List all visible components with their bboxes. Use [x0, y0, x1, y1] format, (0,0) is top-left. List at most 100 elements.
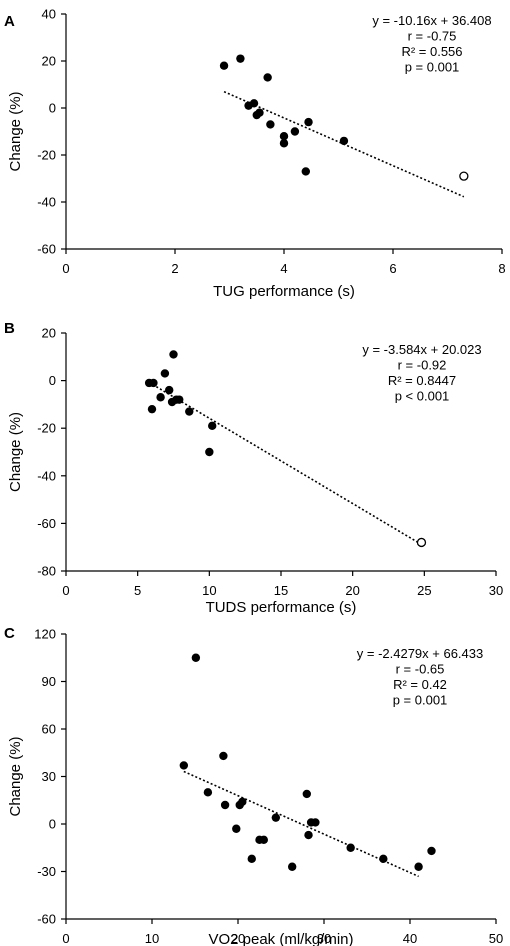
- panel-a: A -60 -40 -20 0 20 40 0 2 4 6 8 TUG performance (s) C…: [4, 7, 506, 301]
- data-point: [263, 73, 272, 82]
- x-tick-label: 10: [202, 583, 216, 598]
- data-point: [311, 818, 320, 827]
- data-point: [379, 854, 388, 864]
- data-point: [249, 99, 259, 108]
- panel-b: B -80 -60 -40 -20 0 20 0 5 10 15 20 25 30 TUDS perform…: [4, 320, 503, 616]
- x-tick-label: 40: [403, 931, 417, 946]
- regression-stat: p = 0.001: [393, 693, 448, 708]
- data-point: [185, 407, 194, 416]
- data-point: [175, 395, 184, 404]
- y-tick-label: 90: [42, 674, 56, 689]
- data-point: [279, 139, 289, 148]
- regression-stat: R² = 0.42: [393, 677, 447, 692]
- regression-stat: p < 0.001: [395, 389, 450, 404]
- data-point: [287, 862, 297, 871]
- regression-stat: y = -10.16x + 36.408: [372, 13, 491, 28]
- y-tick-label: -40: [37, 195, 56, 210]
- data-point: [266, 120, 275, 129]
- x-axis-title: TUG performance (s): [213, 283, 355, 300]
- x-axis-title: TUDS performance (s): [206, 599, 357, 616]
- panel-label: A: [4, 13, 15, 30]
- data-point: [339, 136, 349, 146]
- regression-stat: r = -0.65: [396, 662, 445, 677]
- data-point: [191, 653, 201, 662]
- panel-label: B: [4, 320, 15, 337]
- x-tick-label: 25: [417, 583, 431, 598]
- data-point: [236, 54, 245, 63]
- y-tick-label: -60: [37, 516, 56, 531]
- regression-stat: y = -2.4279x + 66.433: [357, 646, 483, 661]
- y-tick-label: -30: [37, 864, 56, 879]
- data-point: [255, 108, 264, 117]
- x-tick-label: 8: [498, 261, 505, 276]
- data-point: [259, 835, 268, 845]
- data-point: [247, 854, 256, 864]
- y-tick-label: 0: [49, 101, 56, 116]
- data-point: [147, 404, 157, 414]
- data-point: [304, 117, 313, 127]
- data-point: [301, 167, 310, 176]
- data-point: [427, 846, 436, 856]
- panel-label: C: [4, 625, 15, 642]
- data-point: [179, 761, 189, 770]
- x-tick-label: 5: [134, 583, 141, 598]
- y-axis-title: Change (%): [7, 91, 24, 171]
- trendline: [148, 381, 422, 546]
- data-point-open: [416, 537, 427, 548]
- x-tick-label: 20: [345, 583, 359, 598]
- y-axis-title: Change (%): [7, 736, 24, 816]
- data-point: [271, 813, 281, 822]
- data-point: [414, 862, 423, 871]
- regression-stat: y = -3.584x + 20.023: [362, 342, 481, 357]
- x-tick-label: 0: [62, 261, 69, 276]
- x-tick-label: 10: [145, 931, 159, 946]
- data-point: [279, 132, 289, 141]
- data-point: [290, 127, 300, 136]
- data-point: [205, 447, 214, 457]
- x-tick-label: 0: [62, 583, 69, 598]
- data-point: [302, 789, 311, 799]
- y-tick-label: 40: [42, 7, 56, 22]
- x-tick-label: 4: [280, 261, 287, 276]
- data-point: [238, 797, 247, 807]
- data-point: [149, 378, 158, 388]
- regression-stat: R² = 0.556: [401, 44, 462, 59]
- x-tick-label: 15: [274, 583, 288, 598]
- y-tick-label: 20: [42, 326, 56, 341]
- y-tick-label: 0: [49, 817, 56, 832]
- y-tick-label: -60: [37, 242, 56, 257]
- data-point-open: [459, 171, 469, 181]
- data-point: [232, 824, 241, 833]
- y-tick-label: 120: [34, 627, 56, 642]
- data-point: [220, 800, 230, 810]
- y-tick-label: -20: [37, 148, 56, 163]
- x-tick-label: 30: [489, 583, 503, 598]
- y-tick-label: 20: [42, 54, 56, 69]
- x-tick-label: 50: [489, 931, 503, 946]
- x-tick-label: 2: [171, 261, 178, 276]
- y-tick-label: -20: [37, 421, 56, 436]
- y-tick-label: 30: [42, 769, 56, 784]
- data-point: [346, 843, 355, 852]
- y-tick-label: 60: [42, 722, 56, 737]
- regression-stat: R² = 0.8447: [388, 373, 456, 388]
- x-tick-label: 6: [389, 261, 396, 276]
- data-point: [160, 369, 170, 378]
- data-point: [203, 788, 213, 797]
- regression-stat: r = -0.75: [408, 29, 457, 44]
- y-tick-label: -80: [37, 564, 56, 579]
- y-tick-label: 0: [49, 373, 56, 388]
- data-point: [208, 421, 217, 431]
- x-tick-label: 20: [231, 931, 245, 946]
- data-point: [304, 830, 313, 840]
- y-tick-label: -60: [37, 912, 56, 927]
- x-tick-label: 0: [62, 931, 69, 946]
- data-point: [219, 61, 229, 70]
- x-tick-label: 30: [317, 931, 331, 946]
- data-point: [169, 350, 178, 359]
- regression-stat: r = -0.92: [398, 358, 447, 373]
- data-point: [219, 751, 228, 761]
- data-point: [165, 385, 174, 395]
- data-point: [156, 393, 165, 402]
